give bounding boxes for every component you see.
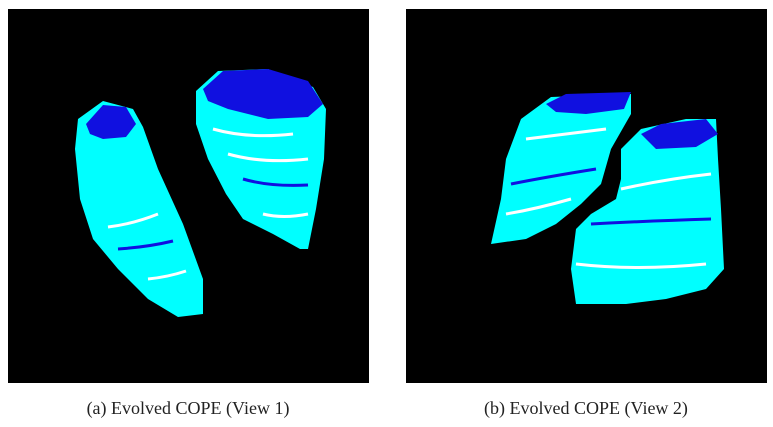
panel-image (406, 9, 767, 383)
figure: (a) Evolved COPE (View 1) (b) Evolved CO… (0, 0, 773, 427)
caption: (a) Evolved COPE (View 1) (0, 398, 378, 419)
caption: (b) Evolved COPE (View 2) (396, 398, 773, 419)
panel-image (8, 9, 369, 383)
